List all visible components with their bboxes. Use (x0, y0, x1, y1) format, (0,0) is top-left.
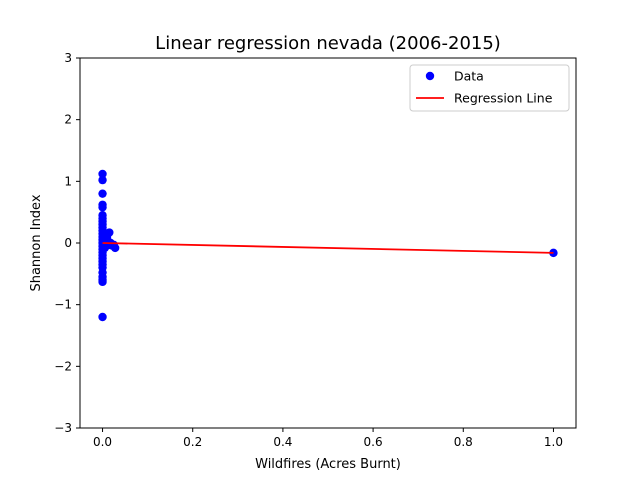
legend-label: Regression Line (454, 91, 553, 106)
y-tick-label: 2 (64, 113, 72, 127)
data-point (98, 312, 107, 322)
regression-line (102, 242, 554, 254)
data-point (98, 175, 107, 185)
x-tick-label: 0.6 (364, 435, 383, 449)
legend-label: Data (454, 69, 484, 84)
data-point (98, 203, 107, 212)
legend: Data Regression Line (409, 64, 570, 112)
y-axis-label: Shannon Index (29, 194, 44, 291)
data-point (98, 277, 107, 287)
y-tick-label: −2 (54, 359, 72, 373)
x-tick-label: 1.0 (544, 435, 563, 449)
y-tick-label: 3 (64, 51, 72, 65)
x-tick-label: 0.4 (273, 435, 292, 449)
data-point (105, 228, 114, 237)
legend-box (409, 64, 570, 112)
x-axis-label: Wildfires (Acres Burnt) (255, 457, 401, 472)
legend-data-marker (425, 71, 435, 81)
y-tick-label: 1 (64, 174, 72, 188)
y-tick-label: −1 (54, 298, 72, 312)
x-tick-label: 0.8 (454, 435, 473, 449)
y-tick-label: 0 (64, 236, 72, 250)
x-tick-label: 0.0 (93, 435, 112, 449)
chart-title: Linear regression nevada (2006-2015) (155, 33, 501, 54)
plot-area: 0.0 0.2 0.4 0.6 0.8 1.0 −3 −2 −1 0 1 2 3 (54, 51, 577, 449)
data-point (110, 243, 120, 253)
y-tick-label: −3 (54, 421, 72, 435)
x-tick-label: 0.2 (183, 435, 202, 449)
data-point (98, 169, 107, 179)
data-point (98, 189, 107, 198)
